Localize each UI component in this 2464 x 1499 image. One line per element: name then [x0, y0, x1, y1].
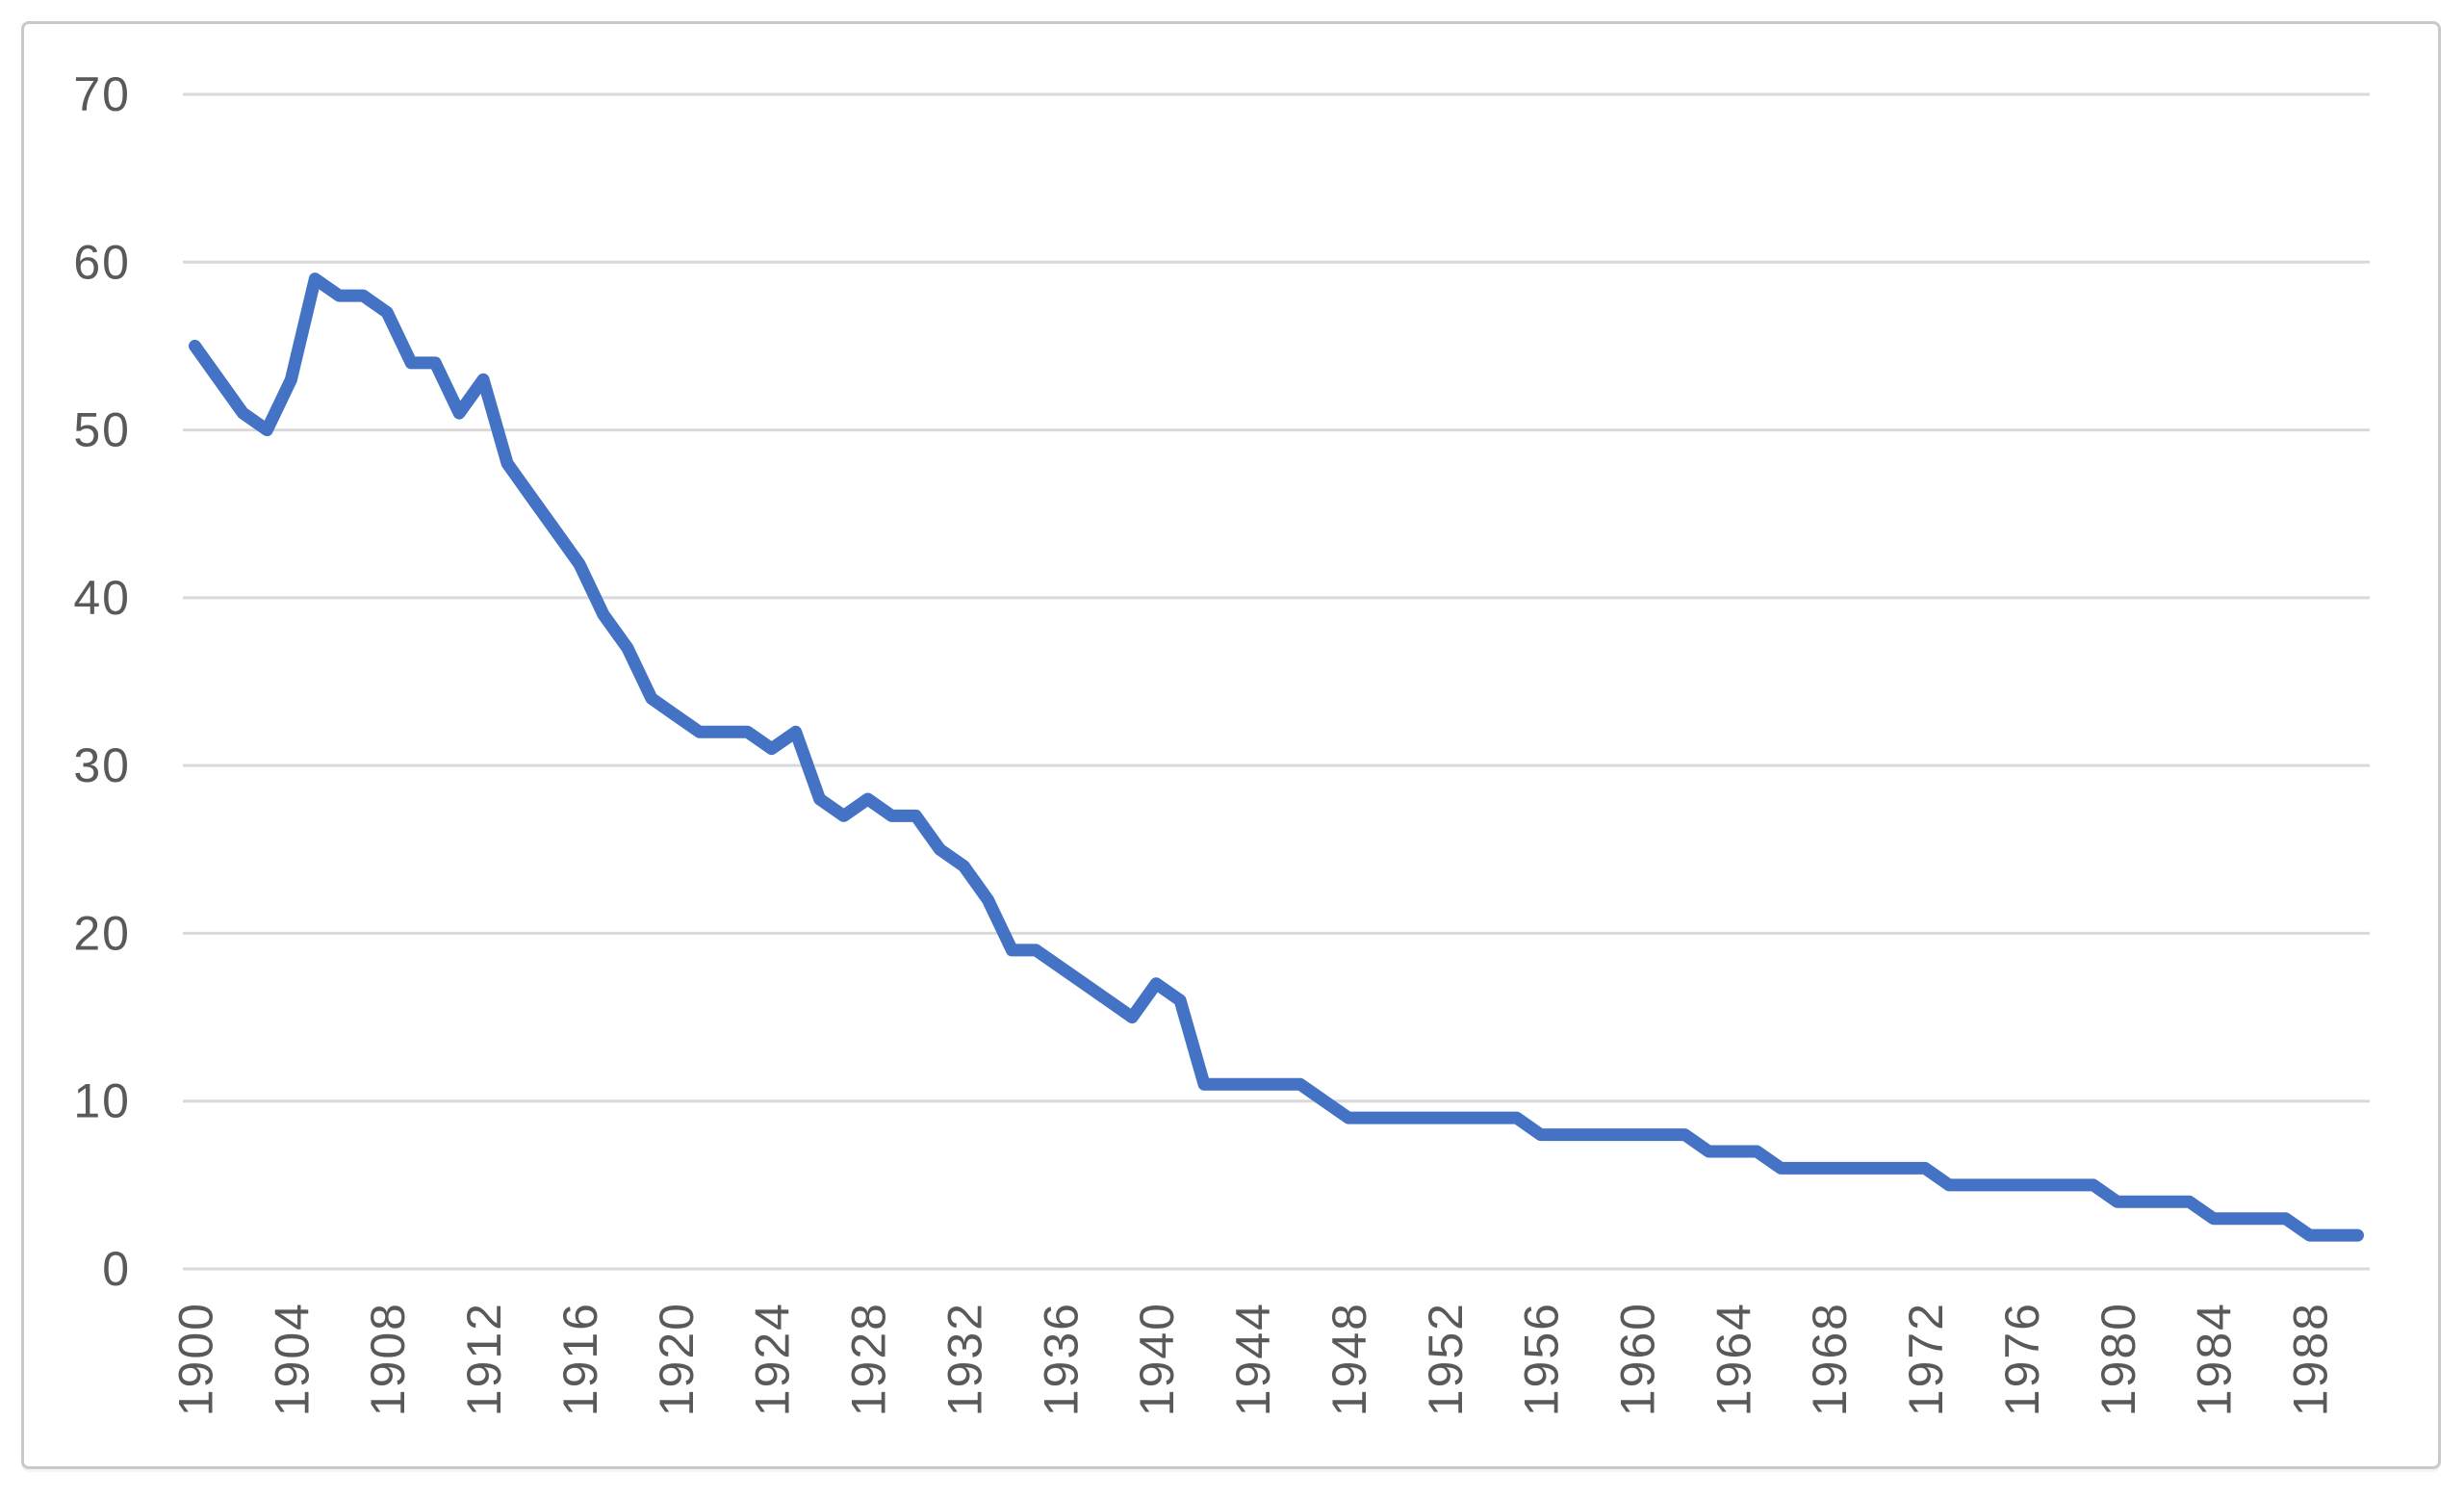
x-tick-label: 1980 — [2092, 1302, 2145, 1416]
x-tick-label: 1940 — [1130, 1302, 1184, 1416]
data-line-series — [189, 272, 2364, 1242]
y-tick-label: 60 — [73, 235, 131, 289]
x-tick-label: 1936 — [1034, 1302, 1088, 1416]
x-tick-label: 1916 — [553, 1302, 607, 1416]
x-tick-label: 1924 — [746, 1302, 800, 1416]
x-tick-label: 1904 — [265, 1302, 319, 1416]
x-tick-label: 1912 — [457, 1302, 511, 1416]
x-tick-label: 1932 — [937, 1302, 991, 1416]
x-tick-label: 1956 — [1515, 1302, 1569, 1416]
x-tick-label: 1964 — [1707, 1302, 1760, 1416]
x-axis-ticks: 1900 1904 1908 1912 1916 1920 1924 1928 1932 1936… — [168, 1302, 2337, 1416]
x-tick-label: 1972 — [1899, 1302, 1953, 1416]
x-tick-label: 1908 — [361, 1302, 415, 1416]
x-tick-label: 1976 — [1995, 1302, 2049, 1416]
x-tick-label: 1900 — [168, 1302, 222, 1416]
x-tick-label: 1988 — [2284, 1302, 2338, 1416]
y-tick-label: 20 — [73, 906, 131, 960]
y-tick-label: 50 — [73, 403, 131, 457]
x-tick-label: 1944 — [1226, 1302, 1280, 1416]
y-tick-label: 30 — [73, 738, 131, 792]
y-tick-label: 10 — [73, 1074, 131, 1128]
gridlines — [183, 92, 2370, 1271]
x-tick-label: 1928 — [842, 1302, 896, 1416]
y-tick-label: 70 — [73, 67, 131, 121]
x-tick-label: 1948 — [1322, 1302, 1376, 1416]
x-tick-label: 1960 — [1611, 1302, 1665, 1416]
y-axis-ticks: 0 10 20 30 40 50 60 70 — [73, 67, 131, 1296]
x-tick-label: 1968 — [1803, 1302, 1857, 1416]
x-tick-label: 1952 — [1419, 1302, 1473, 1416]
x-tick-label: 1984 — [2188, 1302, 2242, 1416]
y-tick-label: 0 — [102, 1242, 131, 1296]
y-tick-label: 40 — [73, 571, 131, 625]
x-tick-label: 1920 — [650, 1302, 704, 1416]
